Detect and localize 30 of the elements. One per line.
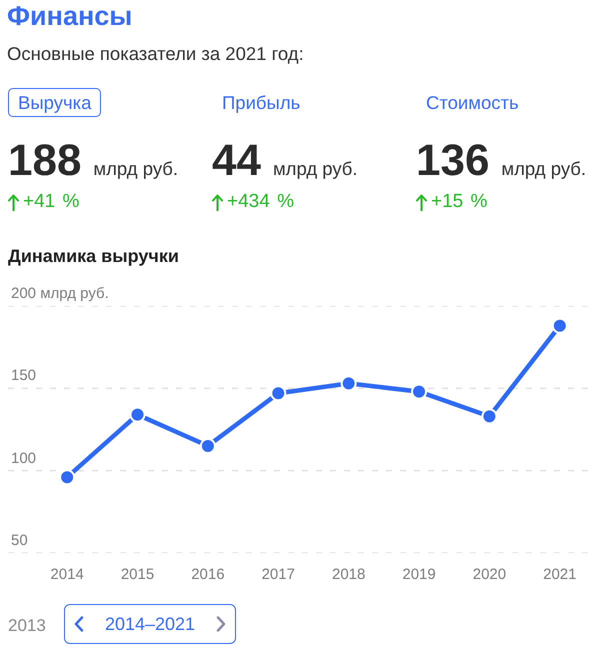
text: +434 % [227, 191, 294, 213]
category-label: Выручка [18, 91, 92, 115]
x-tick-label: 2021 [543, 566, 576, 583]
x-tick-label: 2014 [50, 566, 84, 583]
y-tick-label: 200 млрд руб. [11, 285, 109, 302]
y-tick-label: 100 [11, 450, 36, 467]
text: +15 % [431, 191, 488, 213]
y-tick-label: 50 [11, 532, 28, 549]
tab-button: Выручка [8, 88, 102, 117]
data-label: 136 [416, 136, 490, 185]
category-label: Стоимость [426, 91, 519, 115]
x-tick-label: 2020 [472, 566, 506, 583]
x-tick-label: 2019 [402, 566, 436, 583]
x-tick-label: 2017 [262, 566, 295, 583]
text: млрд руб. [93, 158, 178, 179]
y-tick-label: 150 [11, 367, 36, 384]
text: Основные показатели за 2021 год: [7, 43, 304, 65]
x-tick-label: 2018 [332, 566, 366, 583]
text: млрд руб. [501, 158, 586, 179]
x-tick-label: 2016 [191, 566, 225, 583]
text: +41 % [23, 191, 80, 213]
data-label: 188 [8, 136, 82, 185]
data-label: 44 [212, 136, 261, 185]
category-label: Прибыль [222, 91, 300, 115]
text: млрд руб. [272, 158, 358, 179]
text: Финансы [7, 1, 132, 31]
chart-title: Динамика выручки [8, 246, 179, 266]
text: 2013 [8, 616, 46, 636]
x-tick-label: 2015 [120, 566, 154, 583]
range-pager: 2014–2021 [64, 604, 236, 644]
